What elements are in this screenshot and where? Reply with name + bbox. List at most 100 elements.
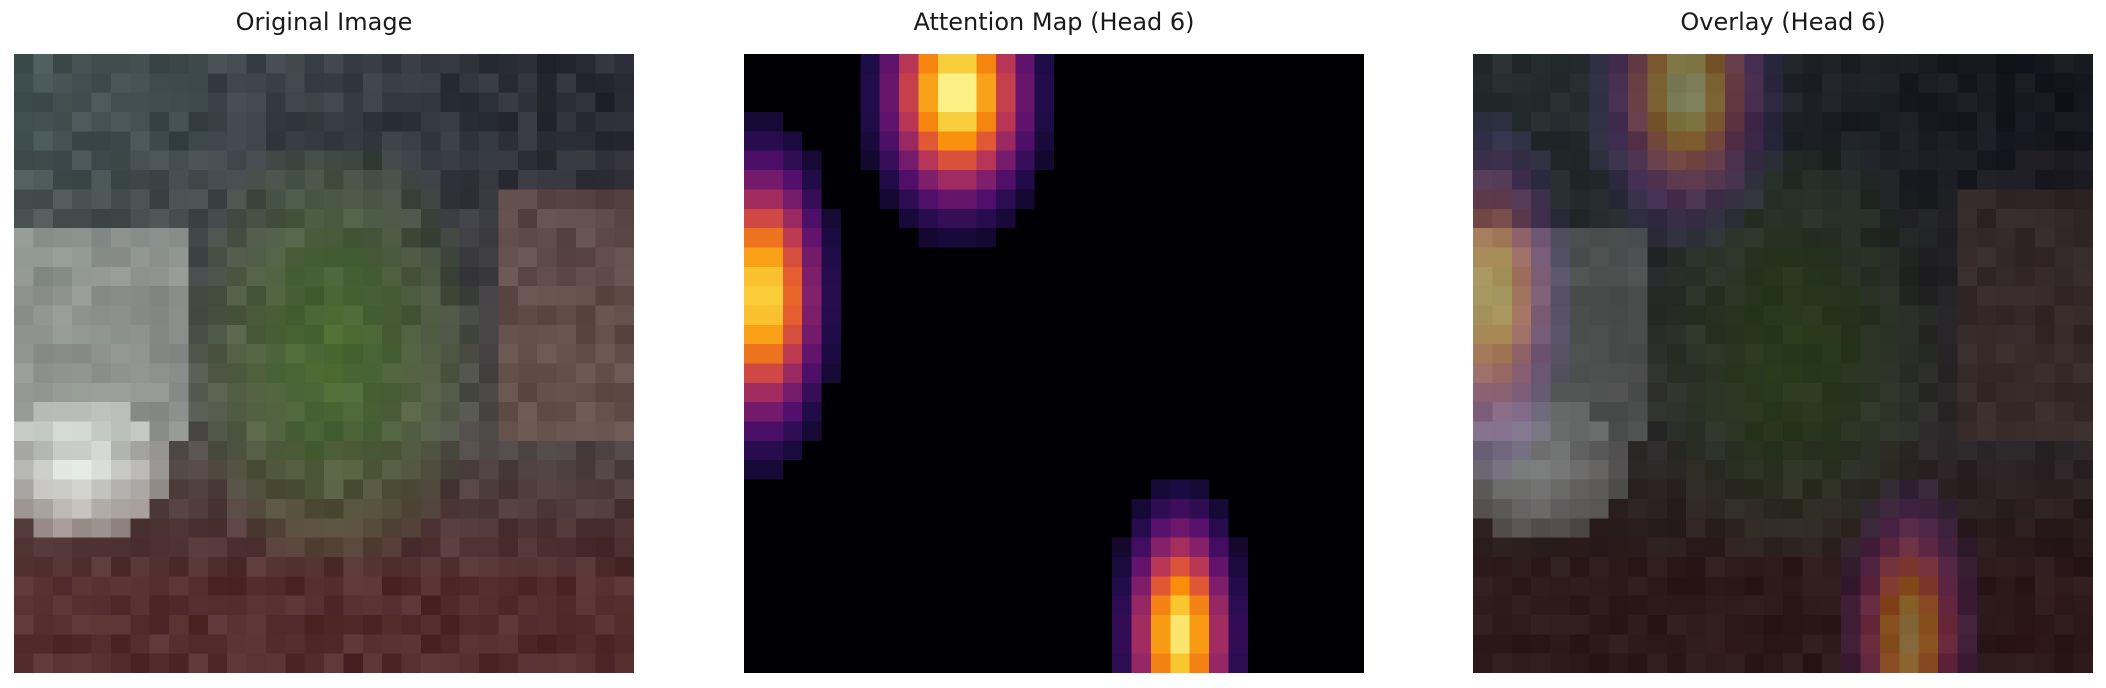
attention-pixel-cell: [1209, 479, 1229, 500]
overlay-pixel-cell: [2034, 189, 2055, 210]
original-pixel-cell: [188, 73, 209, 94]
attention-pixel-cell: [840, 498, 861, 519]
overlay-pixel-cell: [1879, 189, 1900, 210]
attention-pixel-cell: [957, 614, 977, 635]
original-pixel-cell: [498, 479, 519, 500]
original-pixel-cell: [362, 73, 383, 94]
original-pixel-cell: [401, 595, 422, 616]
original-pixel-cell: [459, 421, 480, 442]
attention-pixel-cell: [1054, 92, 1074, 113]
overlay-pixel-cell: [1628, 498, 1648, 519]
attention-pixel-cell: [802, 208, 822, 229]
attention-pixel-cell: [1054, 324, 1074, 345]
overlay-pixel-cell: [1918, 266, 1939, 287]
overlay-pixel-cell: [1705, 653, 1726, 673]
attention-pixel-cell: [821, 170, 842, 190]
attention-pixel-cell: [763, 614, 784, 635]
original-pixel-cell: [33, 518, 54, 538]
attention-pixel-cell: [1267, 189, 1287, 210]
overlay-pixel-cell: [1531, 170, 1551, 190]
attention-pixel-cell: [1325, 595, 1346, 616]
overlay-pixel-cell: [1589, 170, 1610, 190]
attention-pixel-cell: [899, 402, 919, 422]
attention-pixel-cell: [1131, 421, 1152, 442]
original-pixel-cell: [149, 247, 170, 268]
original-pixel-cell: [33, 440, 54, 461]
attention-pixel-cell: [1228, 92, 1249, 113]
overlay-pixel-cell: [1705, 131, 1726, 152]
original-pixel-cell: [324, 247, 344, 268]
overlay-pixel-cell: [1724, 305, 1745, 326]
original-pixel-cell: [479, 189, 499, 210]
original-pixel-cell: [575, 653, 596, 673]
overlay-pixel-cell: [1724, 247, 1745, 268]
attention-pixel-cell: [763, 460, 784, 480]
attention-pixel-cell: [782, 634, 803, 655]
overlay-pixel-cell: [1841, 440, 1861, 461]
attention-pixel-cell: [821, 266, 842, 287]
attention-pixel-cell: [1131, 189, 1152, 210]
overlay-pixel-cell: [1841, 634, 1861, 655]
original-pixel-cell: [207, 92, 228, 113]
attention-pixel-cell: [1344, 382, 1364, 403]
overlay-pixel-cell: [1569, 150, 1590, 171]
overlay-pixel-cell: [1608, 208, 1629, 229]
original-pixel-cell: [188, 595, 209, 616]
overlay-pixel-cell: [1744, 440, 1765, 461]
original-pixel-cell: [420, 556, 441, 577]
original-pixel-cell: [14, 402, 34, 422]
overlay-pixel-cell: [1550, 634, 1571, 655]
overlay-pixel-cell: [1879, 73, 1900, 94]
original-pixel-cell: [246, 479, 267, 500]
attention-pixel-cell: [1092, 189, 1113, 210]
attention-pixel-cell: [1054, 653, 1074, 673]
overlay-pixel-cell: [1628, 324, 1648, 345]
overlay-pixel-cell: [1492, 247, 1513, 268]
original-pixel-cell: [33, 402, 54, 422]
attention-pixel-cell: [763, 595, 784, 616]
overlay-pixel-cell: [2054, 460, 2075, 480]
overlay-pixel-cell: [1879, 653, 1900, 673]
original-pixel-cell: [285, 634, 306, 655]
original-pixel-cell: [33, 170, 54, 190]
attention-pixel-cell: [1267, 518, 1287, 538]
overlay-pixel-cell: [1511, 266, 1532, 287]
overlay-pixel-cell: [1841, 460, 1861, 480]
original-pixel-cell: [188, 247, 209, 268]
original-pixel-cell: [52, 614, 73, 635]
overlay-pixel-cell: [1550, 382, 1571, 403]
attention-pixel-cell: [976, 634, 997, 655]
original-pixel-cell: [72, 189, 92, 210]
overlay-pixel-cell: [1744, 150, 1765, 171]
attention-pixel-cell: [1267, 92, 1287, 113]
original-pixel-cell: [575, 131, 596, 152]
attention-pixel-cell: [1150, 576, 1171, 597]
overlay-pixel-cell: [2073, 382, 2093, 403]
original-pixel-cell: [537, 634, 557, 655]
attention-pixel-cell: [995, 518, 1016, 538]
original-pixel-cell: [207, 344, 228, 364]
overlay-pixel-cell: [1783, 518, 1803, 538]
original-pixel-cell: [556, 460, 577, 480]
attention-pixel-cell: [1189, 382, 1210, 403]
attention-pixel-cell: [879, 247, 900, 268]
original-pixel-cell: [285, 150, 306, 171]
original-pixel-cell: [227, 421, 247, 442]
overlay-pixel-cell: [1647, 92, 1668, 113]
attention-pixel-cell: [860, 286, 881, 306]
attention-pixel-cell: [995, 73, 1016, 94]
original-pixel-cell: [556, 440, 577, 461]
overlay-pixel-cell: [1976, 518, 1997, 538]
overlay-pixel-cell: [1608, 112, 1629, 132]
overlay-pixel-cell: [1511, 440, 1532, 461]
overlay-pixel-cell: [1996, 208, 2016, 229]
overlay-pixel-cell: [2054, 344, 2075, 364]
original-pixel-cell: [149, 653, 170, 673]
original-pixel-cell: [575, 634, 596, 655]
overlay-pixel-cell: [1511, 208, 1532, 229]
original-pixel-cell: [459, 518, 480, 538]
attention-pixel-cell: [1305, 402, 1326, 422]
overlay-pixel-cell: [1686, 421, 1706, 442]
attention-pixel-cell: [1325, 382, 1346, 403]
attention-pixel-cell: [1112, 614, 1132, 635]
